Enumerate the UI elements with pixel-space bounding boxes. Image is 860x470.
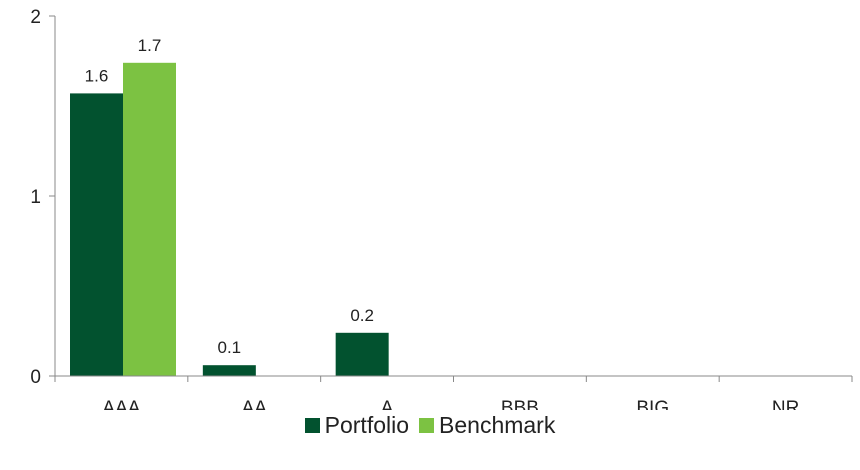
y-tick-label-1: 1 [30,187,41,208]
legend-label-portfolio: Portfolio [324,412,410,438]
x-tick-label-nr: NR [772,398,799,410]
legend: Portfolio Benchmark [0,412,860,439]
x-tick-label-bbb: BBB [501,398,539,410]
x-tick-label-a: A [381,398,394,410]
bar-portfolio-a [335,332,389,376]
legend-swatch-portfolio [304,418,320,433]
bar-portfolio-aa [202,365,256,376]
y-tick-label-0: 0 [30,367,41,388]
x-tick-label-aaa: AAA [102,398,140,410]
data-label-benchmark-aaa: 1.7 [138,36,162,55]
bar-portfolio-aaa [70,93,123,377]
legend-item-portfolio: Portfolio [304,412,410,439]
x-tick-label-aa: AA [242,398,268,410]
legend-item-benchmark: Benchmark [419,412,555,439]
legend-swatch-benchmark [419,418,435,433]
x-tick-label-big: BIG [636,398,669,410]
data-label-portfolio-aa: 0.1 [218,338,242,357]
bar-benchmark-aaa [123,62,176,377]
y-tick-label-2: 2 [30,7,41,28]
data-label-portfolio-a: 0.2 [350,306,374,325]
data-label-portfolio-aaa: 1.6 [85,66,109,85]
legend-label-benchmark: Benchmark [439,412,556,438]
